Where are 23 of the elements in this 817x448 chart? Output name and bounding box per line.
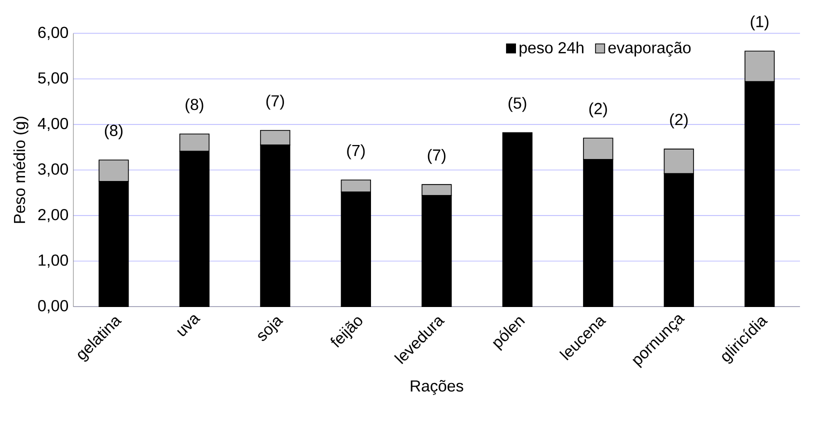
y-tick-label: 0,00 (38, 300, 68, 314)
y-tick-label: 6,00 (38, 26, 68, 40)
x-tick-label: soja (258, 317, 284, 341)
annotation: (5) (508, 97, 526, 112)
annotation: (1) (750, 15, 768, 30)
annotation: (7) (347, 144, 365, 160)
annotation: (8) (104, 124, 122, 140)
legend-label: evaporação (608, 42, 691, 57)
y-tick-label: 3,00 (38, 163, 68, 177)
y-tick-label: 4,00 (38, 118, 68, 132)
y-tick-label: 5,00 (38, 72, 68, 86)
x-axis-title: Rações (410, 380, 464, 395)
y-axis-title: Peso médio (g) (13, 116, 28, 223)
y-tick-label: 1,00 (38, 254, 68, 268)
annotation: (2) (670, 113, 688, 128)
bar (502, 132, 532, 308)
y-tick-label: 2,00 (38, 208, 68, 222)
x-tick-label: uva (177, 315, 201, 336)
legend-label: peso 24h (520, 42, 584, 57)
annotation: (2) (589, 102, 607, 118)
annotation: (7) (428, 148, 446, 164)
annotation: (8) (186, 98, 204, 114)
annotation: (7) (266, 94, 284, 110)
